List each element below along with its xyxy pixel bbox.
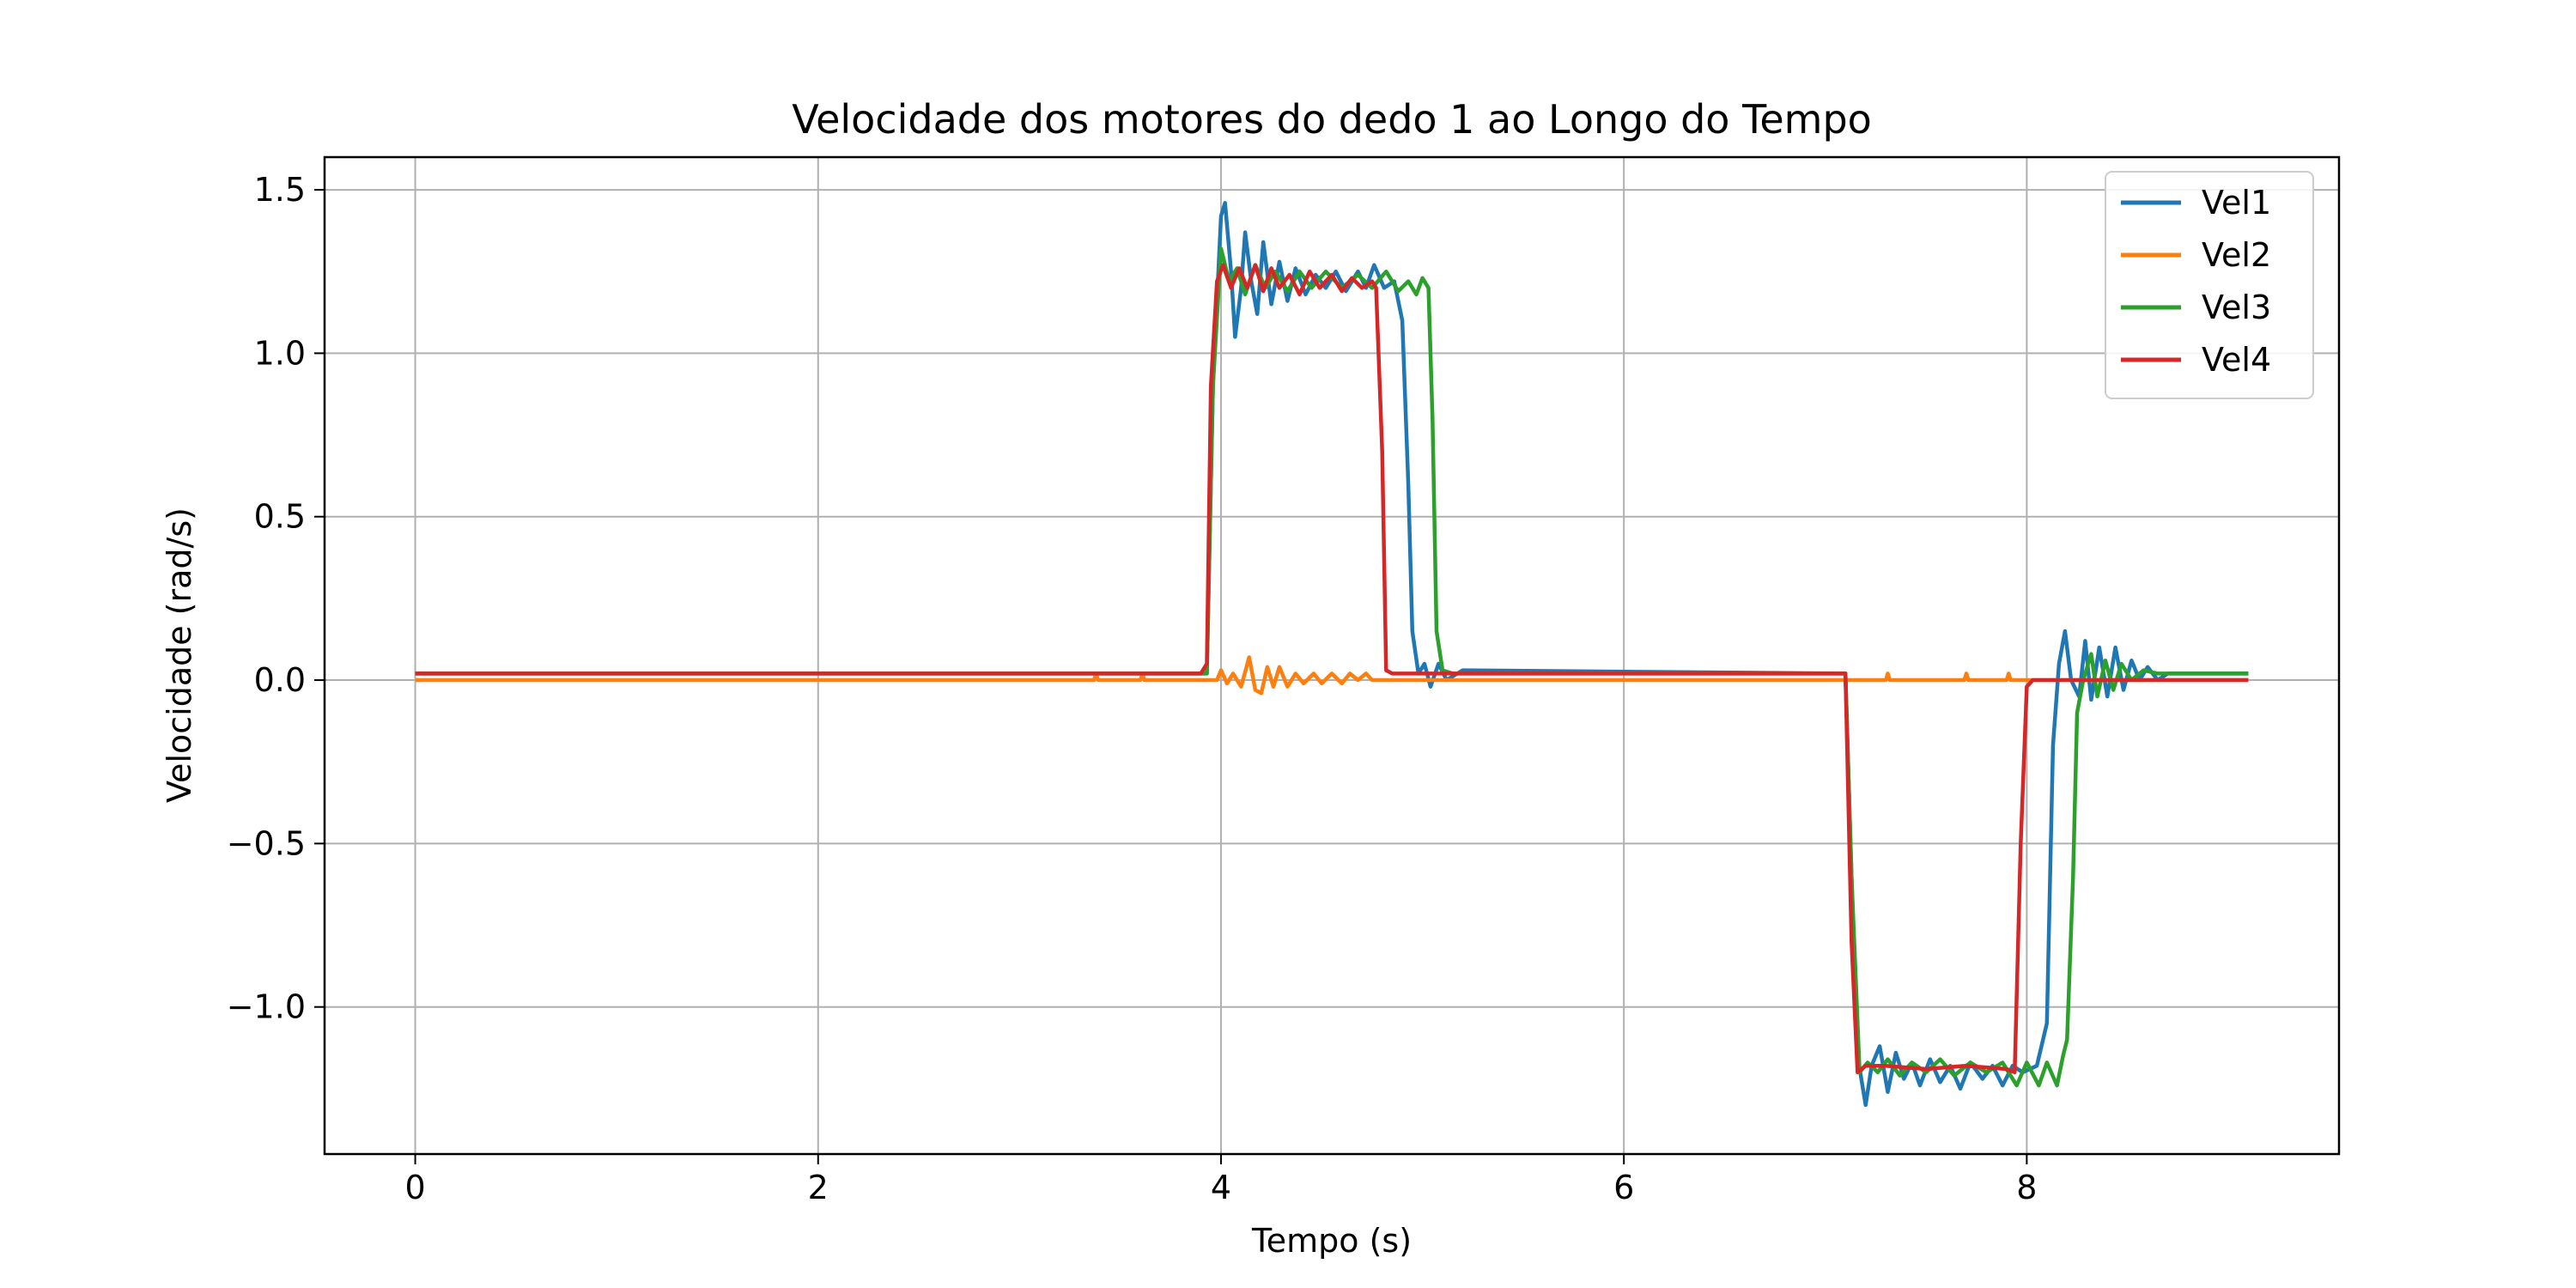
- legend-label: Vel4: [2202, 341, 2271, 379]
- y-tick-label: −1.0: [227, 988, 306, 1026]
- legend-label: Vel1: [2202, 184, 2271, 222]
- x-tick-label: 8: [2016, 1169, 2037, 1206]
- x-tick-label: 6: [1613, 1169, 1634, 1206]
- y-axis-label: Velocidade (rad/s): [161, 507, 198, 803]
- chart-title: Velocidade dos motores do dedo 1 ao Long…: [792, 96, 1872, 143]
- y-tick-label: 0.5: [254, 498, 306, 536]
- legend-label: Vel2: [2202, 236, 2271, 274]
- y-tick-label: 1.5: [254, 171, 306, 209]
- ticks: 0 2 4 6 8 1.5 1.0 0.5 0.0 −0.5 −1.0: [227, 171, 2038, 1206]
- x-axis-label: Tempo (s): [1251, 1222, 1412, 1260]
- plot-frame: [323, 155, 2341, 1156]
- series-line-vel2: [415, 655, 2249, 696]
- legend-label: Vel3: [2202, 289, 2271, 326]
- series-layer: [415, 201, 2249, 1108]
- y-tick-label: 0.0: [254, 661, 306, 699]
- y-tick-label: 1.0: [254, 334, 306, 372]
- y-tick-label: −0.5: [227, 824, 306, 862]
- series-line-vel4: [415, 263, 2249, 1075]
- x-tick-label: 2: [808, 1169, 829, 1206]
- x-tick-label: 0: [404, 1169, 425, 1206]
- legend: Vel1 Vel2 Vel3 Vel4: [2105, 171, 2314, 399]
- x-tick-label: 4: [1211, 1169, 1231, 1206]
- legend-box: [2105, 171, 2314, 399]
